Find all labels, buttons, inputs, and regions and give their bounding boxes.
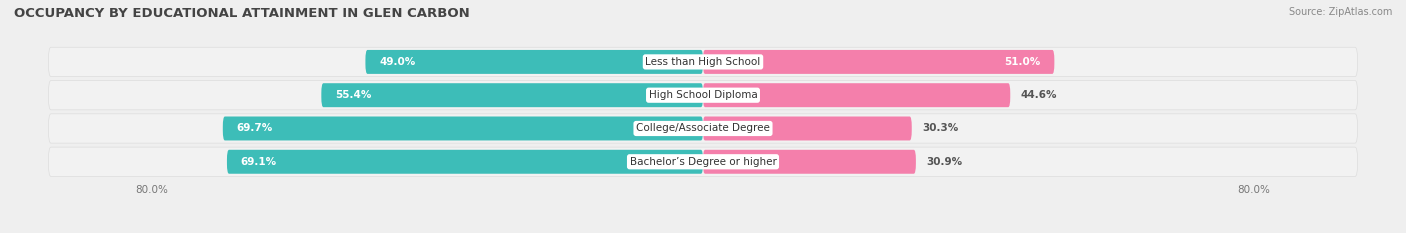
Text: College/Associate Degree: College/Associate Degree — [636, 123, 770, 134]
Text: Source: ZipAtlas.com: Source: ZipAtlas.com — [1288, 7, 1392, 17]
FancyBboxPatch shape — [222, 116, 703, 140]
FancyBboxPatch shape — [322, 83, 703, 107]
FancyBboxPatch shape — [703, 50, 1054, 74]
FancyBboxPatch shape — [703, 150, 915, 174]
FancyBboxPatch shape — [703, 116, 911, 140]
Text: 69.7%: 69.7% — [236, 123, 273, 134]
FancyBboxPatch shape — [48, 81, 1358, 110]
FancyBboxPatch shape — [48, 147, 1358, 176]
Text: 69.1%: 69.1% — [240, 157, 277, 167]
Text: 49.0%: 49.0% — [380, 57, 415, 67]
FancyBboxPatch shape — [48, 47, 1358, 77]
FancyBboxPatch shape — [48, 114, 1358, 143]
FancyBboxPatch shape — [366, 50, 703, 74]
Text: OCCUPANCY BY EDUCATIONAL ATTAINMENT IN GLEN CARBON: OCCUPANCY BY EDUCATIONAL ATTAINMENT IN G… — [14, 7, 470, 20]
FancyBboxPatch shape — [703, 83, 1011, 107]
Text: 30.3%: 30.3% — [922, 123, 959, 134]
Text: 55.4%: 55.4% — [335, 90, 371, 100]
Text: 51.0%: 51.0% — [1004, 57, 1040, 67]
FancyBboxPatch shape — [226, 150, 703, 174]
Text: Less than High School: Less than High School — [645, 57, 761, 67]
Text: High School Diploma: High School Diploma — [648, 90, 758, 100]
Text: 44.6%: 44.6% — [1021, 90, 1057, 100]
Text: Bachelor’s Degree or higher: Bachelor’s Degree or higher — [630, 157, 776, 167]
Text: 30.9%: 30.9% — [927, 157, 962, 167]
